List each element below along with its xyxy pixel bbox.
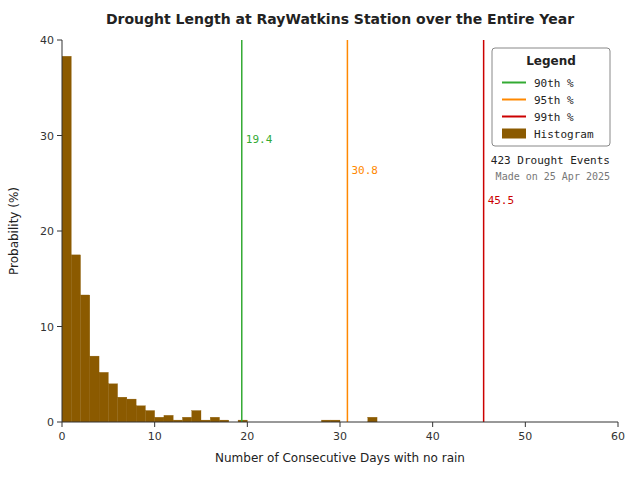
y-tick-label: 30 xyxy=(40,130,54,143)
x-axis-label: Number of Consecutive Days with no rain xyxy=(215,451,465,465)
x-tick-label: 50 xyxy=(518,430,532,443)
x-tick-label: 40 xyxy=(426,430,440,443)
y-tick xyxy=(57,135,62,136)
histogram-bar xyxy=(164,415,173,422)
plot-area xyxy=(62,40,484,422)
y-tick xyxy=(57,422,62,423)
chart: Drought Length at RayWatkins Station ove… xyxy=(0,0,640,480)
x-tick-label: 0 xyxy=(59,430,66,443)
x-tick-label: 20 xyxy=(240,430,254,443)
percentile-label: 19.4 xyxy=(246,133,273,146)
legend-label: Histogram xyxy=(534,128,594,141)
x-tick-label: 30 xyxy=(333,430,347,443)
histogram-bar xyxy=(136,406,145,422)
percentile-line xyxy=(483,40,485,422)
legend-swatch xyxy=(502,116,526,118)
legend-label: 90th % xyxy=(534,77,574,90)
x-tick-label: 10 xyxy=(148,430,162,443)
histogram-bar xyxy=(118,397,127,422)
percentile-line xyxy=(241,40,243,422)
x-tick xyxy=(62,422,63,427)
x-tick-label: 60 xyxy=(611,430,625,443)
x-tick xyxy=(340,422,341,427)
x-tick xyxy=(618,422,619,427)
legend-label: 95th % xyxy=(534,94,574,107)
x-tick xyxy=(525,422,526,427)
legend: Legend 90th % 95th % 99th % Histogram xyxy=(492,48,610,146)
legend-swatch xyxy=(502,129,526,139)
annotations: 423 Drought Events Made on 25 Apr 2025 xyxy=(491,154,610,182)
legend-swatch xyxy=(502,82,526,84)
annotation: Made on 25 Apr 2025 xyxy=(496,171,610,182)
y-tick-label: 20 xyxy=(40,225,54,238)
histogram-bar xyxy=(155,417,164,422)
annotation: 423 Drought Events xyxy=(491,154,610,167)
legend-label: 99th % xyxy=(534,111,574,124)
percentile-line xyxy=(347,40,349,422)
y-axis-label: Probability (%) xyxy=(7,187,21,275)
y-tick-label: 40 xyxy=(40,34,54,47)
histogram-bar xyxy=(99,372,108,422)
x-tick xyxy=(432,422,433,427)
histogram-bar xyxy=(192,411,201,422)
axes: 0 10 20 30 40 50 60 0 10 20 30 40 Number of Consecut… xyxy=(7,34,625,465)
histogram-bar xyxy=(90,356,99,422)
legend-swatch xyxy=(502,99,526,101)
y-tick xyxy=(57,231,62,232)
histogram-bar xyxy=(81,295,90,422)
x-tick xyxy=(247,422,248,427)
histogram-bar xyxy=(71,255,80,422)
y-tick xyxy=(57,326,62,327)
histogram-bar xyxy=(108,384,117,422)
y-tick xyxy=(57,40,62,41)
legend-box xyxy=(492,48,610,146)
histogram-bar xyxy=(145,411,154,422)
histogram-bar xyxy=(368,417,377,422)
histogram-bar xyxy=(210,417,219,422)
x-tick xyxy=(154,422,155,427)
percentile-labels: 19.4 30.8 45.5 xyxy=(246,133,514,207)
histogram-bar xyxy=(62,56,71,422)
histogram-bar xyxy=(127,399,136,422)
y-tick-label: 10 xyxy=(40,321,54,334)
y-tick-label: 0 xyxy=(47,416,54,429)
percentile-label: 30.8 xyxy=(351,164,378,177)
histogram-bar xyxy=(182,417,191,422)
title: Drought Length at RayWatkins Station ove… xyxy=(106,11,574,27)
legend-title: Legend xyxy=(526,54,576,68)
percentile-label: 45.5 xyxy=(488,194,514,207)
